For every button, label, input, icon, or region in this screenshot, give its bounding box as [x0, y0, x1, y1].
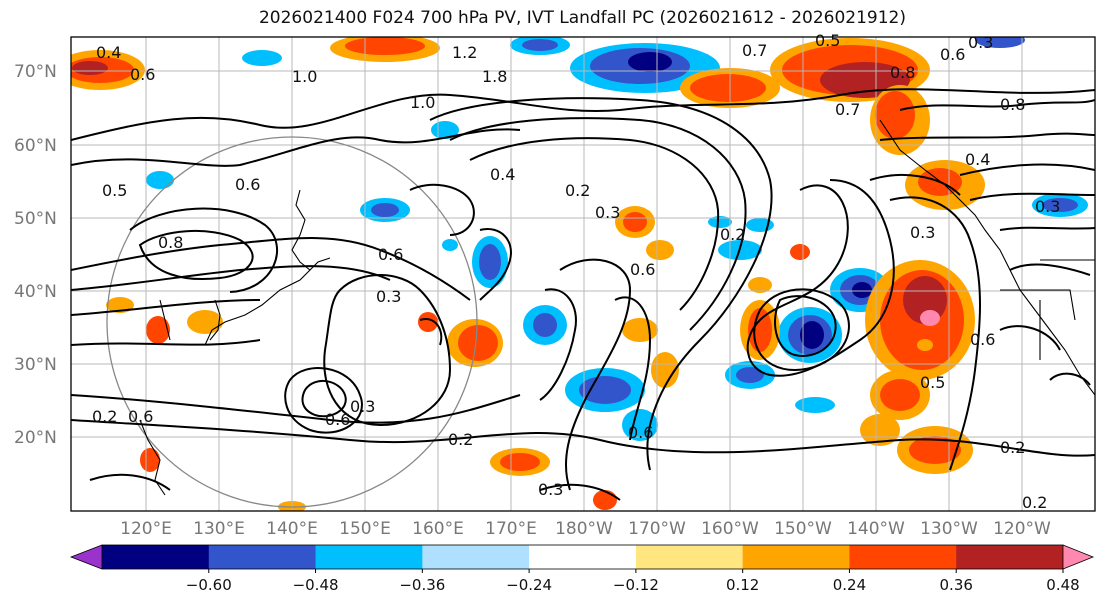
contour-label: 0.6: [130, 65, 155, 84]
contour-label: 0.3: [595, 203, 620, 222]
lon-label: 130°W: [920, 519, 978, 539]
contour-label: 0.8: [890, 63, 915, 82]
pv-contours: [71, 88, 1095, 501]
contour-label: 0.6: [378, 245, 403, 264]
contour-label: 0.4: [490, 165, 515, 184]
contour-label: 0.6: [235, 175, 260, 194]
contour-label: 0.6: [325, 410, 350, 429]
coastlines: [139, 119, 1095, 496]
lon-label: 170°E: [485, 519, 537, 539]
colorbar-segment: [635, 545, 744, 569]
lon-label: 130°E: [193, 519, 245, 539]
lat-label: 20°N: [14, 428, 57, 448]
contour-label: 0.4: [96, 43, 121, 62]
lon-label: 120°W: [993, 519, 1051, 539]
lon-label: 140°W: [847, 519, 905, 539]
contour-labels: 0.4 0.6 1.2 1.8 1.0 0.7 0.5 0.8 0.3 0.2 …: [92, 31, 1060, 512]
contour-label: 0.2: [448, 430, 473, 449]
contour-label: 1.2: [452, 43, 477, 62]
contour-label: 0.3: [376, 287, 401, 306]
contour-label: 0.6: [970, 330, 995, 349]
lon-label: 170°W: [628, 519, 686, 539]
contour-label: 0.3: [1035, 197, 1060, 216]
contour-label: 1.0: [292, 67, 317, 86]
lat-label: 50°N: [14, 209, 57, 229]
contour-label: 0.5: [815, 31, 840, 50]
contour-label: 1.8: [482, 67, 507, 86]
colorbar-segment: [315, 545, 423, 569]
colorbar-segment: [849, 545, 957, 569]
colorbar-tick-label: 0.36: [940, 576, 973, 594]
lon-label: 140°E: [266, 519, 318, 539]
colorbar-tick-label: 0.12: [726, 576, 759, 594]
contour-label: 0.2: [92, 407, 117, 426]
lon-label: 120°E: [120, 519, 172, 539]
contour-label: 0.3: [350, 397, 375, 416]
contour-label: 0.2: [565, 181, 590, 200]
colorbar-tick-label: 0.48: [1046, 576, 1079, 594]
lat-label: 30°N: [14, 355, 57, 375]
colorbar-segment: [102, 545, 210, 569]
lat-lon-grid: [71, 37, 1095, 511]
colorbar-tick-label: −0.36: [399, 576, 445, 594]
longitude-labels: 120°E 130°E 140°E 150°E 160°E 170°E 180°…: [120, 519, 1051, 539]
lon-label: 160°E: [412, 519, 464, 539]
lat-label: 40°N: [14, 282, 57, 302]
contour-label: 0.6: [128, 407, 153, 426]
colorbar-segment: [422, 545, 530, 569]
contour-label: 0.2: [720, 225, 745, 244]
lon-label: 180°W: [555, 519, 613, 539]
contour-label: 0.5: [920, 373, 945, 392]
colorbar-segment: [742, 545, 850, 569]
contour-label: 0.8: [158, 233, 183, 252]
contour-label: 0.7: [835, 100, 860, 119]
colorbar-max-extension: [1063, 545, 1093, 569]
contour-label: 0.4: [965, 150, 990, 169]
contour-label: 0.8: [1000, 95, 1025, 114]
contour-label: 0.3: [968, 33, 993, 52]
lat-label: 70°N: [14, 62, 57, 82]
lon-label: 150°W: [774, 519, 832, 539]
colorbar-tick-label: −0.60: [186, 576, 232, 594]
colorbar: −0.60 −0.48 −0.36 −0.24 −0.12 0.12 0.24 0.36 0.4…: [69, 544, 1095, 594]
contour-label: 0.6: [628, 423, 653, 442]
contour-label: 1.0: [410, 93, 435, 112]
contour-label: 0.3: [910, 223, 935, 242]
colorbar-tick-label: −0.24: [506, 576, 552, 594]
range-circle: [106, 136, 478, 508]
colorbar-segment: [529, 545, 637, 569]
colorbar-tick-label: 0.24: [833, 576, 866, 594]
lon-label: 150°E: [339, 519, 391, 539]
map-frame: [70, 36, 1096, 512]
latitude-labels: 70°N 60°N 50°N 40°N 30°N 20°N: [14, 62, 57, 448]
colorbar-tick-label: −0.12: [613, 576, 659, 594]
map-title: 2026021400 F024 700 hPa PV, IVT Landfall…: [258, 8, 906, 28]
contour-label: 0.6: [940, 45, 965, 64]
colorbar-segment: [208, 545, 317, 569]
contour-label: 0.5: [102, 181, 127, 200]
contour-label: 0.2: [1022, 493, 1047, 512]
contour-label: 0.6: [630, 260, 655, 279]
contour-label: 0.2: [1000, 438, 1025, 457]
lon-label: 160°W: [701, 519, 759, 539]
contour-label: 0.3: [538, 480, 563, 499]
contour-label: 0.7: [742, 41, 767, 60]
colorbar-min-extension: [71, 545, 102, 569]
lat-label: 60°N: [14, 136, 57, 156]
colorbar-tick-label: −0.48: [293, 576, 339, 594]
colorbar-segment: [956, 545, 1064, 569]
